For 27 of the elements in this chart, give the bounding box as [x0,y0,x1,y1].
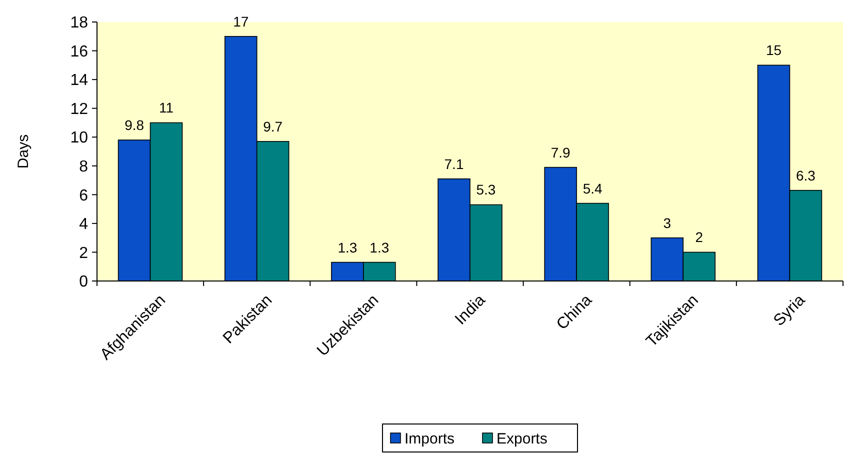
y-tick-label: 10 [70,130,88,147]
data-label: 15 [766,42,782,58]
y-tick-label: 8 [79,158,88,176]
y-axis-title: Days [15,134,32,169]
legend-label: Imports [404,430,455,448]
data-label: 1.3 [370,239,390,256]
data-label: 6.3 [796,167,816,184]
data-label: 7.1 [444,156,464,172]
data-label: 17 [233,13,249,30]
data-label: 5.3 [476,182,496,198]
data-label: 7.9 [550,144,571,160]
y-tick-label: 14 [70,72,88,90]
y-tick-label: 6 [79,187,88,204]
data-label: 9.7 [263,118,283,134]
y-tick-label: 4 [79,216,88,234]
y-tick-label: 18 [70,14,88,32]
legend-label: Exports [496,430,548,448]
data-label: 1.3 [338,239,358,256]
data-label: 5.4 [582,180,602,196]
y-tick-label: 2 [79,244,88,262]
data-label: 9.8 [124,116,144,133]
y-tick-label: 16 [70,43,88,60]
data-label: 3 [663,214,672,231]
y-tick-label: 12 [70,100,88,118]
data-label: 2 [695,229,704,246]
data-label: 11 [159,100,174,116]
y-tick-label: 0 [79,274,88,291]
